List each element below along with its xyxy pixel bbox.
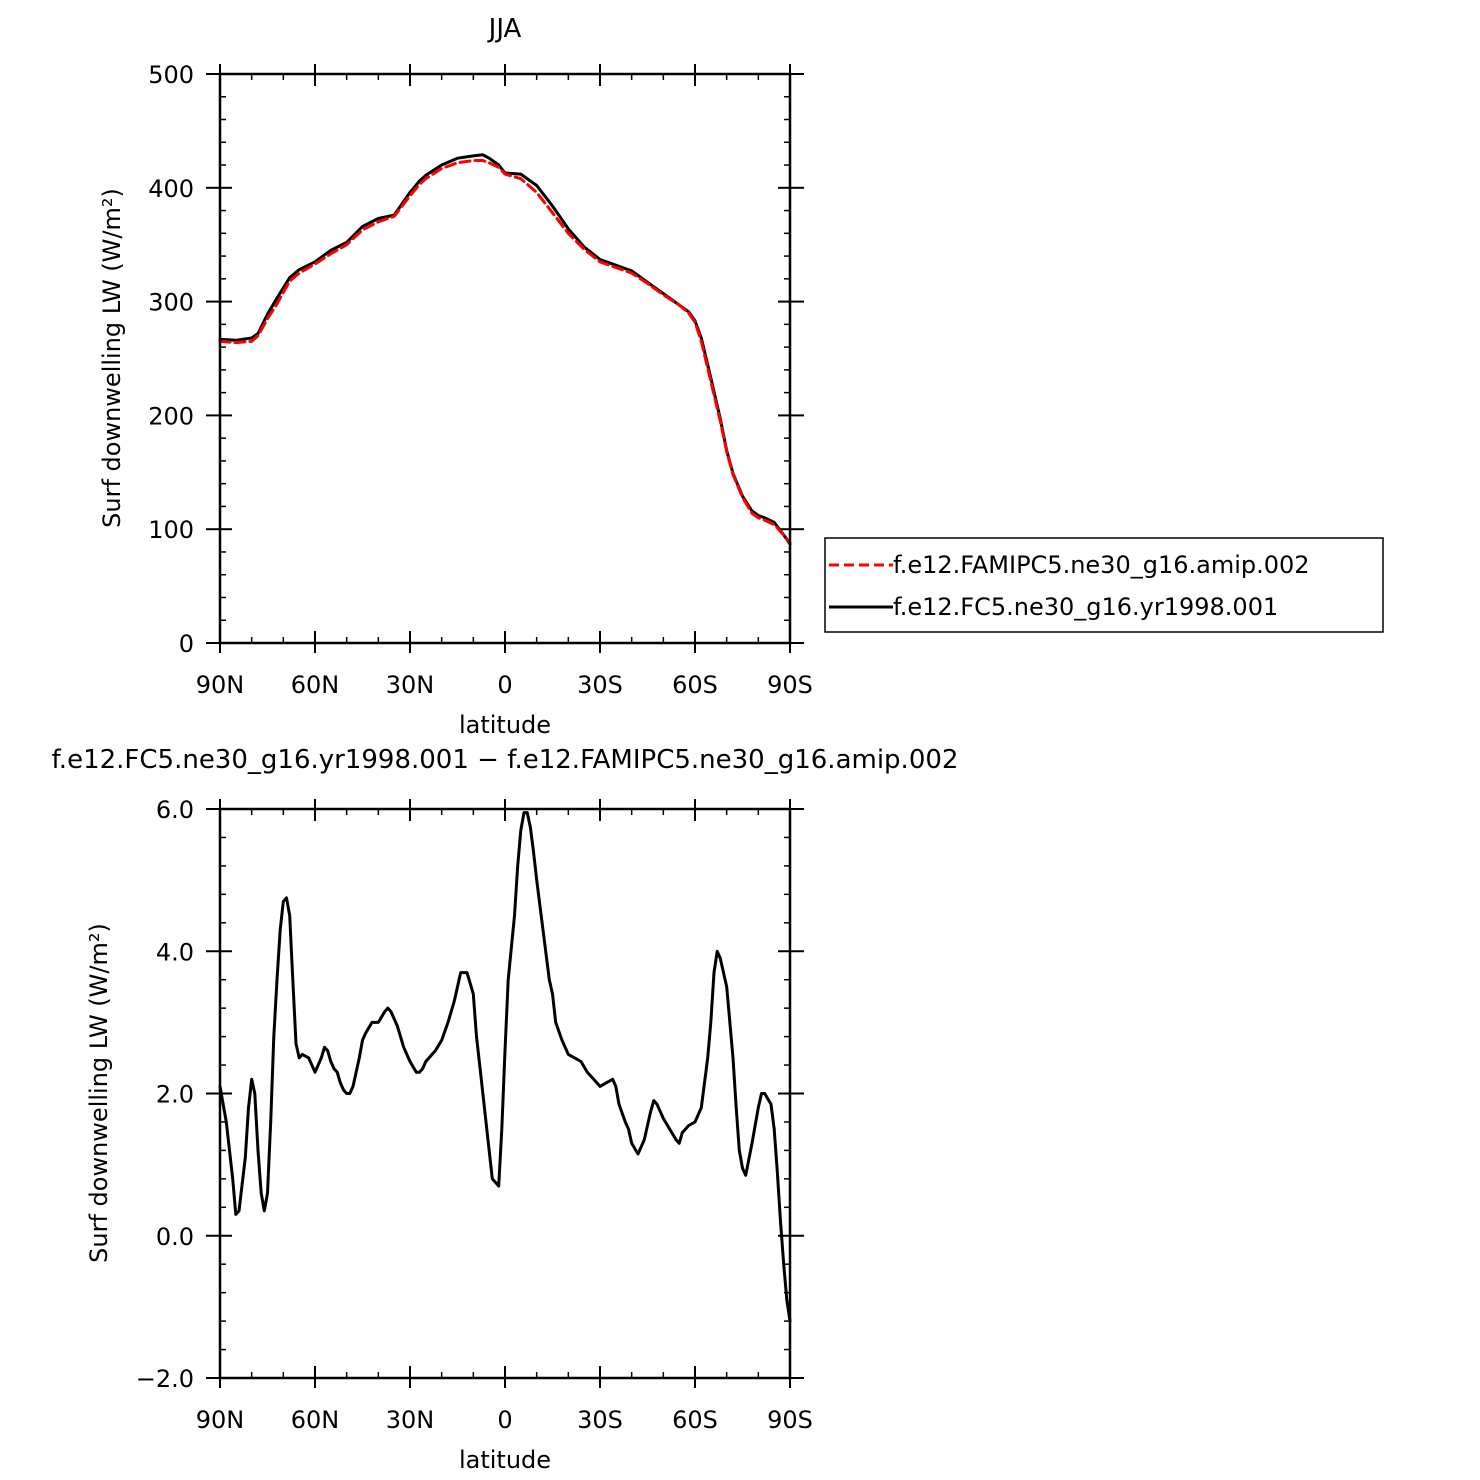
top-xtick-label: 60N (291, 671, 340, 699)
top-panel-ylabel: Surf downwelling LW (W/m²) (98, 188, 126, 528)
top-ytick-label: 400 (148, 175, 194, 203)
bottom-panel-xlabel: latitude (459, 1446, 551, 1474)
top-series-line-0 (218, 159, 792, 545)
bottom-xtick-label: 60N (291, 1406, 340, 1434)
legend-label-fc5: f.e12.FC5.ne30_g16.yr1998.001 (893, 593, 1278, 621)
bottom-panel-ticks: 90N 60N 30N 0 30S 60S 90S −2.0 0.0 2.0 4.0 6.0 (136, 796, 813, 1434)
bottom-xtick-label: 90S (767, 1406, 813, 1434)
top-ytick-label: 300 (148, 289, 194, 317)
bottom-panel-series (218, 811, 792, 1323)
bottom-xtick-label: 0 (497, 1406, 512, 1434)
top-panel-ticks: 90N 60N 30N 0 30S 60S 90S 0 100 200 300 400 500 (148, 61, 813, 699)
top-xtick-label: 90N (196, 671, 245, 699)
top-xtick-label: 30N (386, 671, 435, 699)
top-ytick-label: 100 (148, 516, 194, 544)
top-panel: JJA 90N 60N 30N 0 30S 60S 90S0100200300400500 … (98, 14, 1384, 739)
top-ytick-label: 0 (179, 630, 194, 658)
bottom-ytick-label: 2.0 (156, 1081, 194, 1109)
bottom-panel-title: f.e12.FC5.ne30_g16.yr1998.001 − f.e12.FA… (52, 745, 959, 775)
top-xtick-label: 30S (577, 671, 623, 699)
bottom-ytick-label: 4.0 (156, 938, 194, 966)
legend: f.e12.FAMIPC5.ne30_g16.amip.002 f.e12.FC… (824, 537, 1384, 633)
bottom-ytick-label: 0.0 (156, 1223, 194, 1251)
bottom-panel-frame (218, 807, 792, 1380)
bottom-panel-ylabel: Surf downwelling LW (W/m²) (85, 923, 113, 1263)
top-panel-title: JJA (487, 14, 522, 44)
bottom-ytick-label: −2.0 (136, 1365, 194, 1393)
top-ytick-label: 200 (148, 402, 194, 430)
bottom-ytick-label: 6.0 (156, 796, 194, 824)
top-xtick-label: 90S (767, 671, 813, 699)
bottom-series-line-0 (218, 811, 792, 1323)
top-panel-xlabel: latitude (459, 711, 551, 739)
bottom-panel: f.e12.FC5.ne30_g16.yr1998.001 − f.e12.FA… (52, 745, 959, 1474)
legend-box (824, 537, 1384, 633)
legend-label-amip: f.e12.FAMIPC5.ne30_g16.amip.002 (893, 551, 1310, 579)
bottom-xtick-label: 30N (386, 1406, 435, 1434)
bottom-xtick-label: 30S (577, 1406, 623, 1434)
bottom-xtick-label: 60S (672, 1406, 718, 1434)
top-xtick-label: 60S (672, 671, 718, 699)
bottom-xtick-label: 90N (196, 1406, 245, 1434)
top-panel-series (218, 153, 792, 546)
top-xtick-label: 0 (497, 671, 512, 699)
top-ytick-label: 500 (148, 61, 194, 89)
top-panel-frame (218, 72, 792, 645)
